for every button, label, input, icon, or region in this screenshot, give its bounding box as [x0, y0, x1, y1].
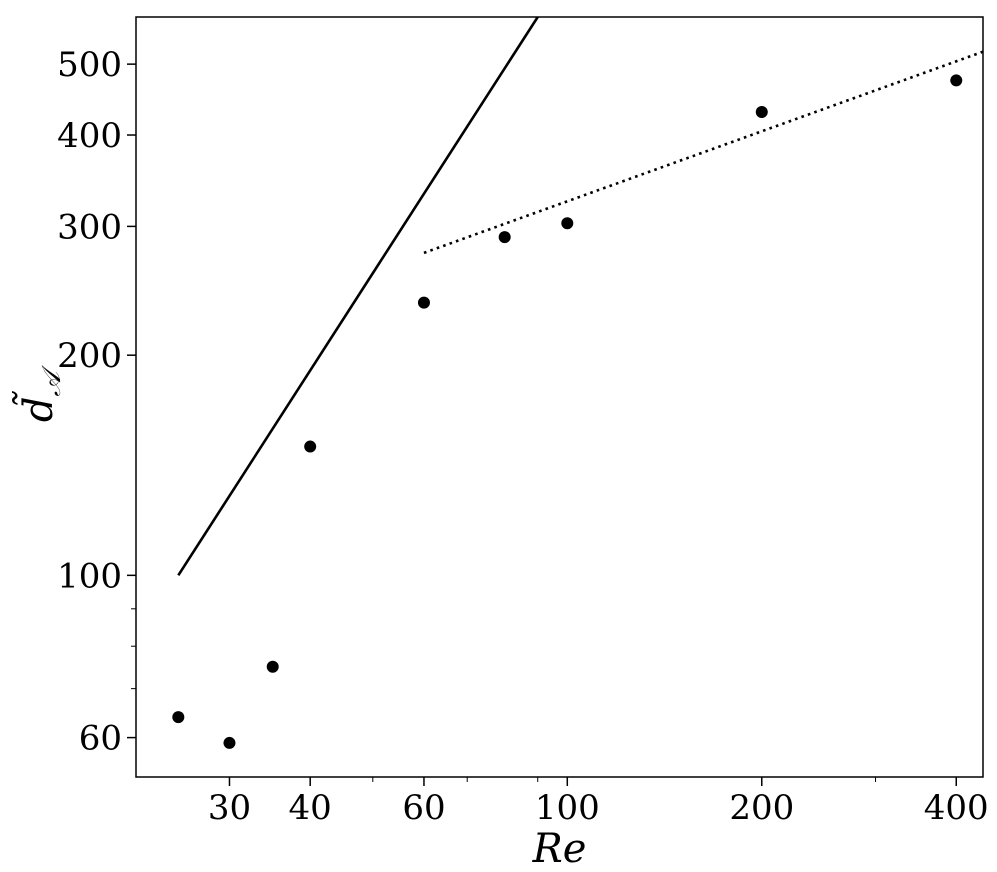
data-point	[755, 106, 768, 119]
data-point	[950, 74, 963, 87]
x-axis-ticks: 30 40 60 100 200 400	[208, 777, 989, 828]
x-tick-label: 60	[402, 788, 445, 828]
x-tick-label: 200	[729, 788, 794, 828]
plot-area	[172, 17, 983, 749]
plot-frame	[135, 16, 984, 778]
x-tick-label: 40	[289, 788, 332, 828]
data-point	[223, 736, 236, 749]
x-axis-label: Re	[532, 826, 587, 872]
data-point	[498, 231, 511, 244]
y-tick-label: 300	[57, 207, 122, 247]
data-point	[304, 440, 317, 453]
x-tick-label: 30	[208, 788, 251, 828]
y-tick-label: 500	[57, 45, 122, 85]
y-tick-label: 400	[57, 116, 122, 156]
data-point	[561, 217, 574, 230]
solid-fit-line	[177, 17, 539, 577]
x-tick-label: 100	[535, 788, 600, 828]
y-axis-ticks: 60 100 200 300 400 500	[57, 45, 136, 759]
y-tick-label: 100	[57, 556, 122, 596]
y-tick-label: 60	[79, 719, 122, 759]
data-point	[266, 660, 279, 673]
dotted-fit-line	[423, 50, 983, 255]
y-axis-label: d̃𝒜	[12, 365, 67, 423]
y-tick-label: 200	[57, 336, 122, 376]
data-point	[172, 711, 185, 724]
axes	[135, 16, 984, 778]
x-tick-label: 400	[924, 788, 989, 828]
data-point	[417, 296, 430, 309]
svg-text:d̃𝒜: d̃𝒜	[12, 365, 67, 423]
